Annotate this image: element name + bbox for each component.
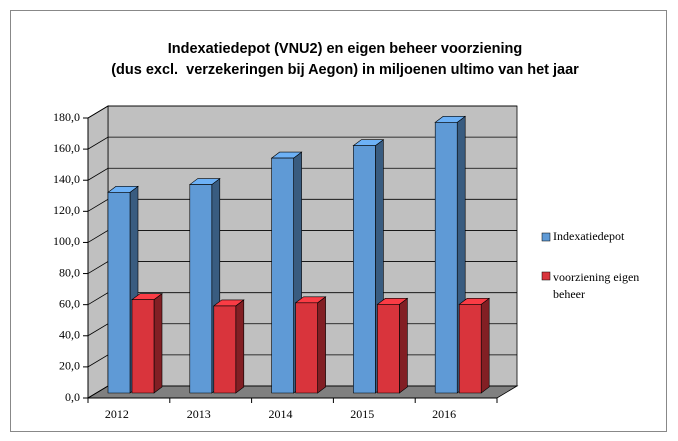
bar [376,297,409,394]
x-tick-label: 2014 [269,407,293,421]
bar-front [377,304,400,394]
bar-front [189,184,213,394]
bar-front [131,299,155,394]
y-tick-label: 180,0 [53,110,80,124]
bar [212,299,245,394]
grid-line [87,136,517,150]
x-tick-label: 2013 [187,407,211,421]
bar-front [213,305,237,394]
x-tick-label: 2016 [432,407,456,421]
y-tick-label: 40,0 [59,328,80,342]
bar-side [480,297,490,394]
x-tick-label: 2015 [350,407,374,421]
y-tick-label: 140,0 [53,172,80,186]
bar-front [107,192,131,394]
grid-line [87,105,517,119]
bar-front [271,157,294,394]
bar-side [317,296,326,394]
y-tick-label: 60,0 [59,296,80,310]
bar-front [353,145,376,394]
y-tick-label: 0,0 [65,390,80,404]
legend-swatch [541,271,551,281]
legend-label: Indexatiedepot [553,229,625,243]
bar-side [153,293,163,394]
y-tick-label: 20,0 [59,359,80,373]
legend-label: voorziening eigen beheer [553,270,640,301]
x-tick-label: 2012 [105,407,129,421]
chart-title: (dus excl. verzekeringen bij Aegon) in m… [111,62,579,78]
legend-swatch [541,232,551,242]
y-tick-label: 120,0 [53,203,80,217]
chart-title: Indexatiedepot (VNU2) en eigen beheer vo… [168,41,523,57]
bar-front [295,302,318,394]
y-tick-label: 160,0 [53,141,80,155]
bar [131,293,163,394]
side-wall [87,105,109,399]
bar [458,297,491,394]
bar [294,296,327,394]
bar-side [235,299,245,394]
y-tick-label: 100,0 [53,234,80,248]
bar-side [399,297,408,394]
bar-front [434,122,458,394]
y-tick-label: 80,0 [59,265,80,279]
bar-front [458,304,482,394]
